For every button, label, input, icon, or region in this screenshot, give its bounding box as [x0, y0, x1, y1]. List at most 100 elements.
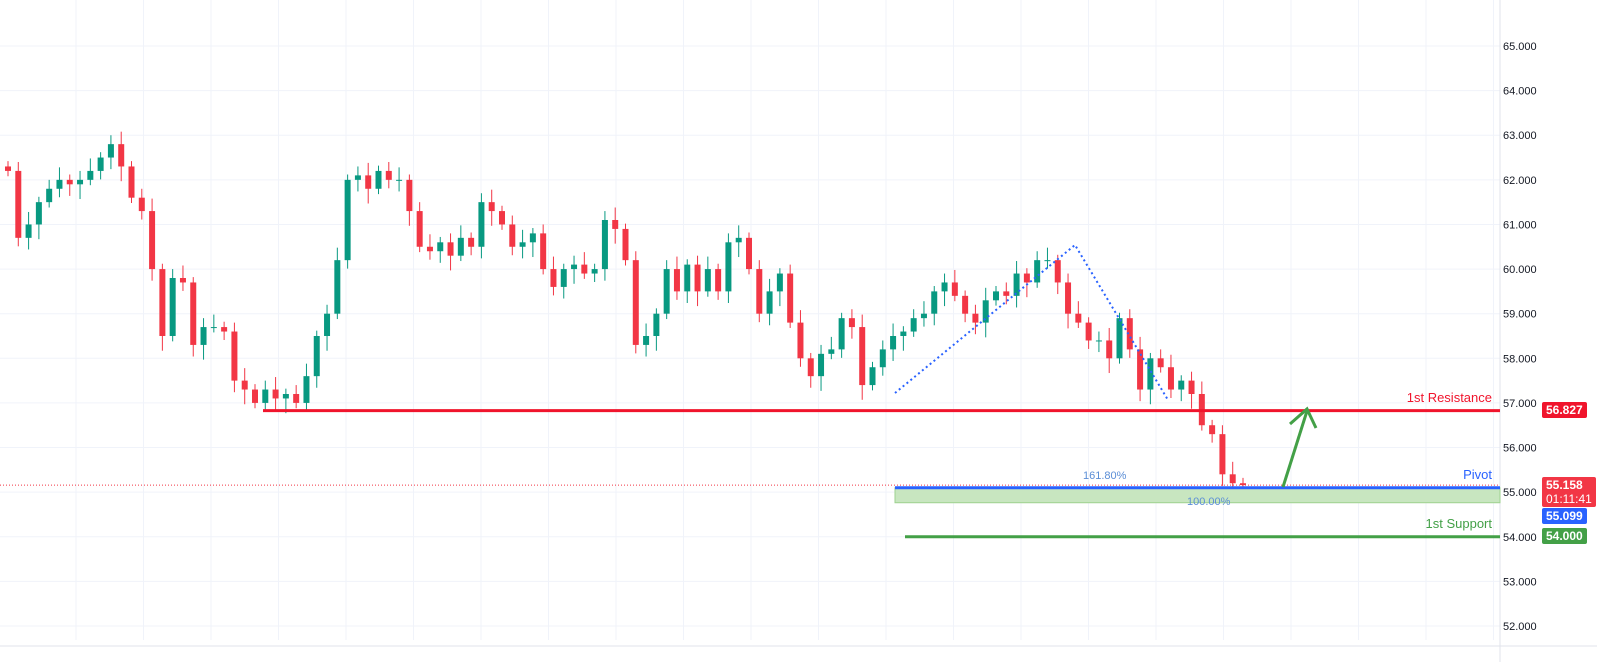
candle-body: [632, 260, 639, 345]
candle-body: [468, 237, 475, 247]
candle-body: [169, 277, 176, 336]
candle-body: [622, 228, 629, 261]
candle-body: [334, 260, 341, 314]
candle-body: [221, 327, 228, 332]
candle-body: [828, 349, 835, 354]
candle-body: [838, 318, 845, 350]
candle-body: [643, 335, 650, 345]
candle-body: [519, 242, 526, 247]
candle-body: [138, 197, 145, 212]
candle-body: [787, 273, 794, 323]
candle-body: [1229, 474, 1236, 484]
resistance-label: 1st Resistance: [1406, 390, 1492, 405]
candle-body: [1003, 291, 1010, 296]
candle-body: [25, 224, 32, 238]
candle-body: [890, 335, 897, 350]
candle-body: [1116, 318, 1123, 359]
pivot-label: Pivot: [1463, 467, 1492, 482]
candle-body: [673, 269, 680, 292]
y-tick-label: 58.000: [1503, 353, 1537, 365]
candle-body: [210, 327, 217, 329]
candle-body: [1219, 434, 1226, 475]
candle-body: [66, 179, 73, 185]
candle-body: [416, 211, 423, 247]
candle-body: [499, 211, 505, 225]
candle-body: [344, 179, 351, 261]
candle-body: [87, 170, 94, 180]
candle-body: [756, 269, 763, 314]
y-tick-label: 64.000: [1503, 86, 1537, 98]
candle-body: [303, 376, 310, 403]
candle-body: [1240, 483, 1246, 486]
candle-body: [962, 295, 969, 314]
candle-body: [457, 237, 464, 256]
candle-body: [704, 269, 711, 292]
candle-body: [509, 224, 516, 247]
candle-body: [396, 179, 403, 181]
candle-body: [993, 291, 999, 301]
candle-body: [179, 277, 186, 283]
candle-body: [591, 269, 598, 274]
candle-body: [241, 380, 248, 390]
candle-body: [437, 242, 444, 252]
candle-body: [581, 264, 588, 274]
candle-body: [1065, 282, 1072, 314]
overlays: [263, 243, 1501, 539]
candle-body: [293, 393, 300, 403]
candle-body: [694, 264, 701, 292]
pivot-price-tag: 55.099: [1542, 508, 1587, 524]
candle-body: [488, 202, 495, 212]
candle-body: [663, 269, 670, 314]
y-tick-label: 54.000: [1503, 532, 1537, 544]
candle-body: [612, 219, 619, 229]
candle-body: [478, 202, 485, 247]
candle-body: [313, 335, 320, 377]
candle-body: [715, 269, 722, 292]
candle-body: [900, 331, 907, 336]
candle-body: [560, 269, 567, 287]
candle-body: [1157, 358, 1164, 368]
candle-body: [735, 237, 742, 243]
candle-body: [1095, 340, 1102, 342]
candle-body: [159, 269, 166, 336]
candle-body: [252, 389, 258, 403]
candle-body: [797, 322, 804, 359]
candle-body: [35, 202, 42, 225]
fib-label-161: 161.80%: [1083, 470, 1127, 482]
price-axis[interactable]: 52.000 53.000 54.000 55.000 56.000 57.000 58.0…: [1503, 41, 1537, 633]
y-tick-label: 63.000: [1503, 130, 1537, 142]
candle-body: [807, 358, 814, 377]
candle-body: [1023, 273, 1030, 283]
candle-body: [972, 313, 979, 323]
last-price: 55.158: [1546, 478, 1583, 492]
candle-body: [5, 166, 11, 171]
candle-body: [550, 269, 557, 287]
candle-body: [540, 233, 547, 270]
resistance-price-tag: 56.827: [1542, 402, 1587, 418]
candle-body: [910, 318, 917, 332]
y-tick-label: 65.000: [1503, 41, 1537, 53]
candle-body: [941, 282, 948, 292]
candle-body: [118, 144, 125, 167]
candle-body: [107, 144, 114, 158]
projection-arrow: [1281, 410, 1309, 488]
candle-body: [426, 246, 433, 252]
candle-body: [15, 170, 22, 238]
candle-body: [1178, 380, 1185, 390]
candle-body: [46, 188, 53, 203]
y-tick-label: 55.000: [1503, 487, 1537, 499]
candle-body: [1075, 313, 1082, 323]
candle-body: [385, 170, 392, 180]
candle-body: [128, 166, 135, 198]
candle-body: [200, 327, 207, 345]
fib-label-100: 100.00%: [1187, 496, 1231, 508]
candle-body: [272, 389, 279, 399]
candle-body: [324, 313, 331, 336]
candle-body: [149, 211, 156, 270]
candle-body: [1126, 318, 1133, 350]
y-tick-label: 53.000: [1503, 576, 1537, 588]
candle-body: [920, 313, 927, 319]
candle-body: [375, 170, 382, 189]
